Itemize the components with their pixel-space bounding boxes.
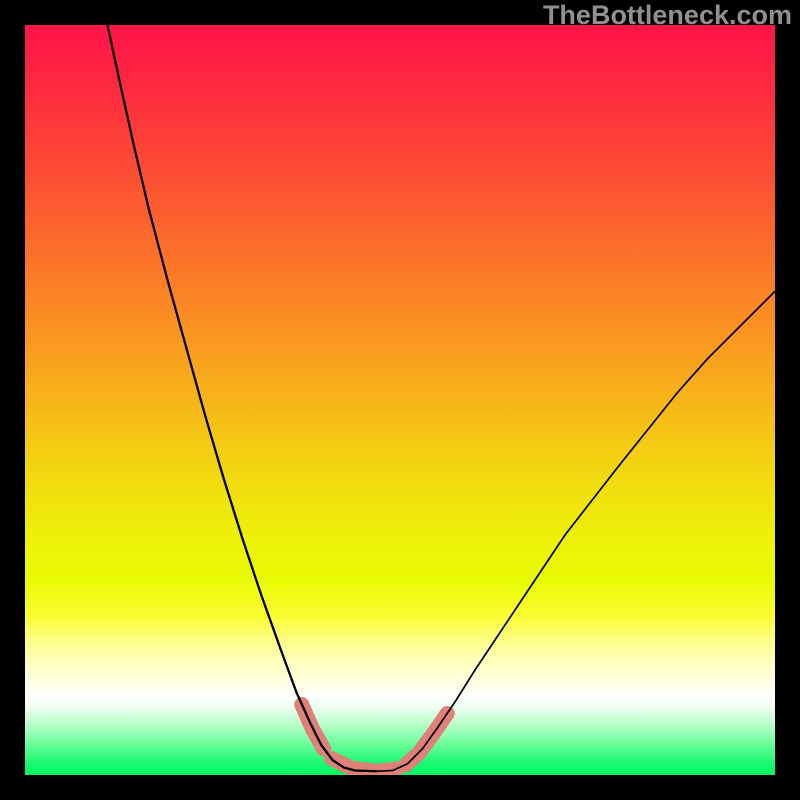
bottleneck-chart — [25, 25, 775, 775]
plot-background — [25, 25, 775, 775]
chart-frame: TheBottleneck.com — [0, 0, 800, 800]
